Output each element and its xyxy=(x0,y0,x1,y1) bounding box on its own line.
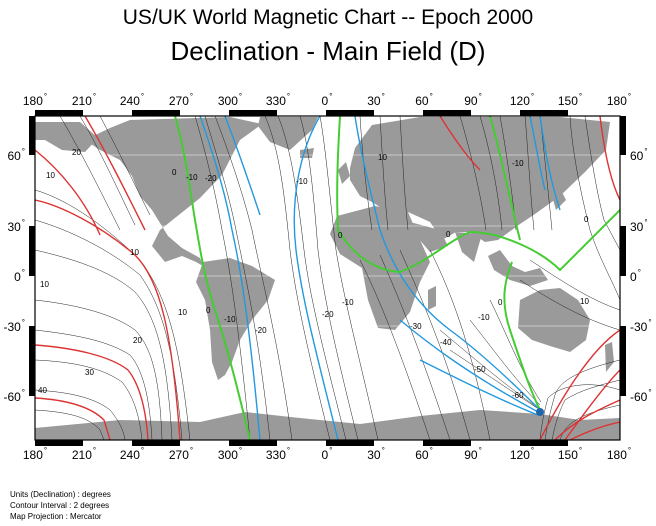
greenland xyxy=(258,117,318,150)
contour-label: -20 xyxy=(322,310,334,319)
lat-label-left: -60° xyxy=(3,388,25,404)
lat-label-left: 30° xyxy=(7,218,25,234)
madagascar xyxy=(428,286,436,310)
zero-contours xyxy=(174,116,620,440)
contour-label: -10 xyxy=(478,313,490,322)
lon-label-top: 330° xyxy=(265,92,291,108)
graticule xyxy=(35,154,620,397)
lon-label-top: 150° xyxy=(557,92,583,108)
lon-label-bottom: 270° xyxy=(168,446,194,462)
negative-major-contours xyxy=(199,116,561,440)
contour-label: 10 xyxy=(378,153,387,162)
contour-label: 20 xyxy=(133,336,142,345)
contour-label: 30 xyxy=(85,368,94,377)
lon-label-bottom: 150° xyxy=(557,446,583,462)
lon-label-top: 300° xyxy=(217,92,243,108)
contour-interval-note: Contour Interval : 2 degrees xyxy=(10,501,110,510)
lon-label-top: 180° xyxy=(606,92,632,108)
lon-label-top: 90° xyxy=(464,92,482,108)
contour-label: -10 xyxy=(512,159,524,168)
contour-label: -10 xyxy=(342,298,354,307)
frame-checker-right xyxy=(620,116,626,396)
contour-label: -30 xyxy=(410,322,422,331)
contour-label: 10 xyxy=(580,297,589,306)
contour-label: -50 xyxy=(474,365,486,374)
southeast-asia-islands xyxy=(488,250,548,286)
contour-label: -10 xyxy=(296,177,308,186)
contour-label: 0 xyxy=(498,298,503,307)
contour-label: -40 xyxy=(440,338,452,347)
map-footer-notes: Units (Declination) : degrees Contour In… xyxy=(10,489,111,522)
lon-label-bottom: 0° xyxy=(321,446,333,462)
lon-label-bottom: 90° xyxy=(464,446,482,462)
lon-label-top: 240° xyxy=(119,92,145,108)
contour-label: 10 xyxy=(130,248,139,257)
lon-label-bottom: 300° xyxy=(217,446,243,462)
lon-label-bottom: 60° xyxy=(415,446,433,462)
frame-checker-top xyxy=(35,110,568,116)
contour-label: 20 xyxy=(72,148,81,157)
lon-label-top: 180° xyxy=(22,92,48,108)
lon-label-top: 30° xyxy=(367,92,385,108)
contour-label: 0 xyxy=(446,230,451,239)
lat-label-left: -30° xyxy=(3,318,25,334)
australia xyxy=(518,288,590,352)
lon-label-bottom: 120° xyxy=(509,446,535,462)
contour-label: -60 xyxy=(512,391,524,400)
lon-label-bottom: 240° xyxy=(119,446,145,462)
minor-contours xyxy=(35,116,620,440)
lat-label-right: -60° xyxy=(630,388,652,404)
lon-label-top: 60° xyxy=(415,92,433,108)
lat-label-right: 60° xyxy=(630,147,648,163)
south-magnetic-pole-marker xyxy=(536,408,544,416)
chart-title: US/UK World Magnetic Chart -- Epoch 2000 xyxy=(122,6,534,29)
contour-label: 0 xyxy=(172,168,177,177)
contour-label: -10 xyxy=(224,315,236,324)
contour-label: -20 xyxy=(255,326,267,335)
south-america xyxy=(196,258,275,380)
north-america xyxy=(85,117,262,266)
lon-label-bottom: 180° xyxy=(606,446,632,462)
frame-checker-bottom xyxy=(35,440,568,446)
chart-subtitle: Declination - Main Field (D) xyxy=(170,36,486,66)
positive-major-contours xyxy=(35,116,620,440)
contour-label: -20 xyxy=(205,174,217,183)
projection-note: Map Projection : Mercator xyxy=(10,512,102,521)
new-zealand xyxy=(605,342,614,372)
contour-label: 10 xyxy=(178,308,187,317)
contour-value-labels: 20 10 10 10 20 30 40 10 0 0 -10 -20 -10 … xyxy=(38,148,589,400)
india xyxy=(455,232,482,262)
lon-label-bottom: 330° xyxy=(265,446,291,462)
contour-label: 40 xyxy=(38,386,47,395)
frame-checker-left xyxy=(29,116,35,396)
lon-label-bottom: 30° xyxy=(367,446,385,462)
contour-label: 0 xyxy=(338,231,343,240)
lon-label-bottom: 210° xyxy=(71,446,97,462)
lon-label-bottom: 180° xyxy=(22,446,48,462)
lat-label-right: 0° xyxy=(630,268,641,284)
contour-label: -10 xyxy=(186,173,198,182)
contour-label: 10 xyxy=(46,171,55,180)
contour-label: 0 xyxy=(584,215,589,224)
lon-label-top: 0° xyxy=(321,92,333,108)
lat-label-right: 30° xyxy=(630,218,648,234)
lat-label-left: 0° xyxy=(14,268,25,284)
contour-label: 0 xyxy=(206,306,211,315)
lat-label-right: -30° xyxy=(630,318,652,334)
lat-label-left: 60° xyxy=(7,147,25,163)
alaska xyxy=(35,122,98,152)
contour-label: 10 xyxy=(40,280,49,289)
units-note: Units (Declination) : degrees xyxy=(10,490,111,499)
lon-label-top: 270° xyxy=(168,92,194,108)
uk xyxy=(338,162,350,184)
lon-label-top: 120° xyxy=(509,92,535,108)
arabia xyxy=(410,222,448,252)
lon-label-top: 210° xyxy=(71,92,97,108)
